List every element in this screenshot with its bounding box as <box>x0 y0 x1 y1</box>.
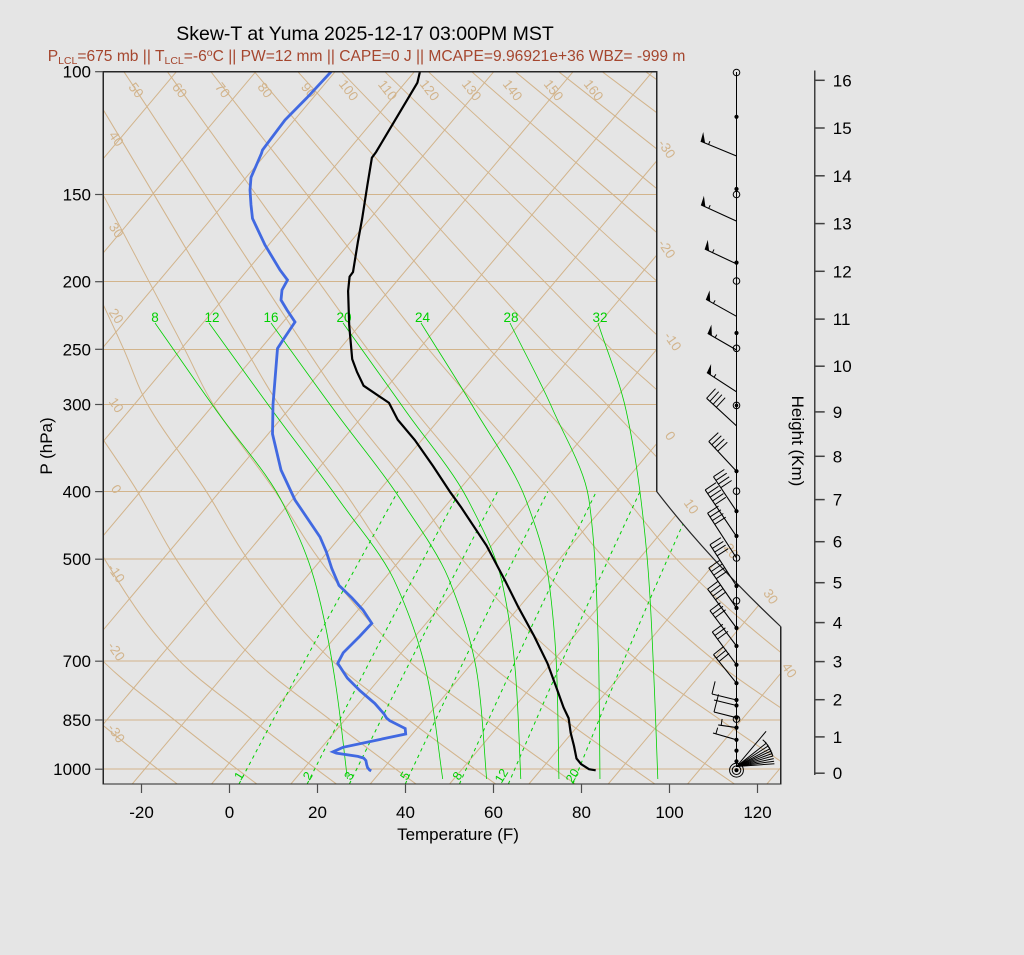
svg-text:3: 3 <box>833 653 842 672</box>
svg-text:200: 200 <box>63 273 91 292</box>
svg-text:20: 20 <box>308 803 327 822</box>
svg-text:7: 7 <box>833 491 842 510</box>
svg-text:150: 150 <box>63 186 91 205</box>
svg-text:50: 50 <box>126 80 147 101</box>
svg-text:70: 70 <box>212 80 233 101</box>
svg-text:13: 13 <box>833 215 852 234</box>
svg-text:1: 1 <box>833 728 842 747</box>
svg-text:60: 60 <box>484 803 503 822</box>
svg-text:15: 15 <box>833 119 852 138</box>
svg-text:40: 40 <box>779 660 800 681</box>
svg-text:250: 250 <box>63 340 91 359</box>
svg-text:12: 12 <box>492 766 511 785</box>
svg-text:60: 60 <box>169 80 190 101</box>
svg-text:120: 120 <box>743 803 771 822</box>
svg-text:8: 8 <box>833 447 842 466</box>
svg-text:P (hPa): P (hPa) <box>37 417 56 474</box>
svg-text:850: 850 <box>63 711 91 730</box>
svg-text:Height (Km): Height (Km) <box>788 396 807 487</box>
svg-text:400: 400 <box>63 483 91 502</box>
svg-text:16: 16 <box>263 310 278 325</box>
svg-text:80: 80 <box>255 80 276 101</box>
svg-text:14: 14 <box>833 167 852 186</box>
svg-text:-20: -20 <box>129 803 154 822</box>
svg-text:0: 0 <box>833 764 842 783</box>
svg-text:PLCL=675 mb || TLCL=-6oC || PW: PLCL=675 mb || TLCL=-6oC || PW=12 mm || … <box>48 47 686 67</box>
svg-text:40: 40 <box>106 128 127 149</box>
svg-text:6: 6 <box>833 533 842 552</box>
svg-text:5: 5 <box>833 574 842 593</box>
svg-text:12: 12 <box>833 262 852 281</box>
svg-text:8: 8 <box>151 310 159 325</box>
svg-text:Skew-T at Yuma 2025-12-17 03:0: Skew-T at Yuma 2025-12-17 03:00PM MST <box>176 23 554 45</box>
svg-text:90: 90 <box>298 80 319 101</box>
svg-text:1000: 1000 <box>53 760 91 779</box>
svg-text:2: 2 <box>833 691 842 710</box>
svg-text:10: 10 <box>681 496 702 517</box>
svg-text:0: 0 <box>225 803 234 822</box>
svg-text:500: 500 <box>63 550 91 569</box>
svg-text:32: 32 <box>592 310 607 325</box>
svg-text:700: 700 <box>63 652 91 671</box>
svg-text:80: 80 <box>572 803 591 822</box>
svg-text:100: 100 <box>63 63 91 82</box>
svg-text:Temperature (F): Temperature (F) <box>397 825 519 844</box>
svg-text:10: 10 <box>106 395 127 416</box>
svg-text:28: 28 <box>503 310 518 325</box>
svg-text:12: 12 <box>204 310 219 325</box>
svg-text:9: 9 <box>833 403 842 422</box>
svg-text:30: 30 <box>760 586 781 607</box>
svg-text:40: 40 <box>396 803 415 822</box>
svg-text:30: 30 <box>106 220 127 241</box>
svg-text:20: 20 <box>563 766 582 785</box>
svg-text:4: 4 <box>833 614 842 633</box>
svg-text:10: 10 <box>833 357 852 376</box>
svg-text:11: 11 <box>833 310 851 329</box>
svg-text:24: 24 <box>415 310 431 325</box>
svg-text:16: 16 <box>833 71 852 90</box>
svg-text:100: 100 <box>655 803 683 822</box>
svg-text:20: 20 <box>106 306 127 327</box>
svg-text:300: 300 <box>63 396 91 415</box>
